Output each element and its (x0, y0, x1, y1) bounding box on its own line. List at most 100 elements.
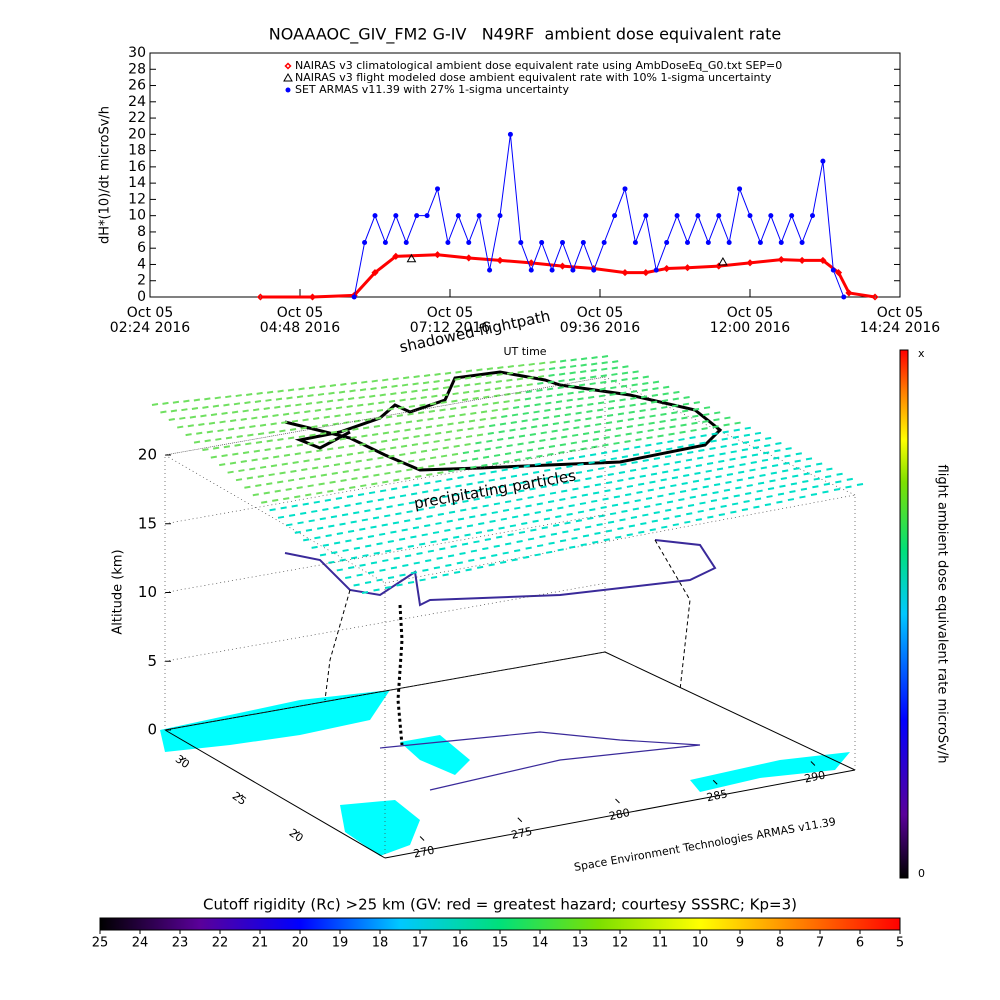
particle-dash (396, 547, 403, 551)
particle-dash (586, 469, 594, 473)
colorbar-tick-label: 13 (572, 936, 589, 951)
particle-dash (281, 462, 288, 466)
particle-dash (704, 477, 711, 481)
particle-dash (300, 511, 307, 515)
particle-dash (404, 519, 411, 523)
particle-dash (372, 516, 380, 520)
particle-dash (618, 470, 626, 474)
particle-dash (380, 385, 388, 389)
particle-dash (777, 492, 785, 496)
particle-dash (653, 457, 661, 460)
particle-dash (314, 408, 322, 412)
particle-dash (393, 556, 400, 560)
particle-dash (541, 423, 549, 427)
particle-dash (500, 517, 508, 521)
particle-dash (404, 428, 411, 432)
particle-dash (461, 398, 469, 402)
particle-dash (578, 390, 585, 394)
particle-dash (598, 394, 606, 398)
particle-dash (589, 382, 596, 386)
particle-dash (575, 411, 582, 415)
particle-dash (256, 391, 263, 395)
particle-dash (787, 498, 795, 502)
particle-dash (606, 414, 614, 418)
point (642, 269, 650, 277)
particle-dash (264, 448, 271, 452)
particle-dash (411, 389, 418, 393)
x-tick-label: Oct 05 (877, 305, 923, 321)
point (830, 267, 836, 273)
particle-dash (625, 432, 632, 436)
particle-dash (612, 360, 619, 364)
particle-dash (497, 438, 504, 442)
particle-dash (661, 405, 668, 409)
particle-dash (537, 375, 545, 379)
particle-dash (234, 443, 241, 447)
particle-dash (291, 504, 298, 508)
particle-dash (640, 522, 647, 526)
particle-dash (749, 468, 756, 472)
grid-line (164, 445, 606, 525)
flight-track (396, 604, 404, 746)
scene-3d (151, 355, 864, 859)
particle-dash (424, 524, 431, 528)
particle-dash (752, 446, 760, 450)
particle-dash (484, 388, 491, 392)
particle-dash (238, 469, 245, 473)
particle-dash (666, 500, 674, 504)
point (705, 240, 711, 246)
particle-dash (410, 535, 417, 539)
particle-dash (591, 499, 598, 503)
particle-dash (501, 414, 508, 418)
particle-dash (687, 503, 695, 507)
particle-dash (711, 432, 718, 436)
particle-dash (303, 459, 310, 463)
particle-dash (621, 378, 628, 382)
point (622, 186, 628, 192)
particle-dash (533, 410, 540, 414)
particle-dash (528, 362, 535, 366)
particle-dash (396, 583, 403, 587)
particle-dash (453, 444, 460, 448)
particle-dash (464, 376, 472, 380)
particle-dash (722, 496, 729, 500)
particle-dash (456, 561, 463, 565)
z-tick-label: 0 (147, 721, 157, 739)
point (487, 267, 493, 273)
particle-dash (379, 448, 386, 452)
particle-dash (335, 406, 343, 410)
particle-dash (368, 449, 375, 453)
particle-dash (516, 377, 524, 381)
particle-dash (434, 372, 441, 376)
particle-dash (345, 575, 352, 579)
point (392, 252, 400, 260)
point (871, 293, 879, 301)
particle-dash (247, 433, 254, 437)
particle-dash (388, 496, 396, 500)
point (643, 213, 649, 219)
particle-dash (640, 395, 648, 399)
particle-dash (350, 436, 357, 440)
particle-dash (439, 408, 446, 412)
particle-dash (658, 486, 666, 490)
particle-dash (420, 396, 427, 400)
point (435, 186, 440, 192)
particle-dash (392, 377, 399, 381)
particle-dash (592, 540, 599, 544)
particle-dash (729, 457, 736, 461)
box-edge (384, 494, 856, 584)
colorbar-top-label: x (918, 347, 925, 360)
particle-dash (581, 439, 588, 443)
point (777, 256, 785, 264)
particle-dash (835, 480, 842, 484)
particle-dash (594, 422, 602, 426)
particle-dash (475, 441, 482, 445)
particle-dash (631, 383, 638, 387)
particle-dash (530, 528, 537, 532)
colorbar-tick-label: 8 (776, 936, 784, 951)
particle-dash (668, 492, 675, 496)
particle-dash (227, 470, 234, 474)
point (768, 213, 774, 219)
particle-dash (219, 463, 226, 467)
particle-dash (160, 410, 167, 414)
